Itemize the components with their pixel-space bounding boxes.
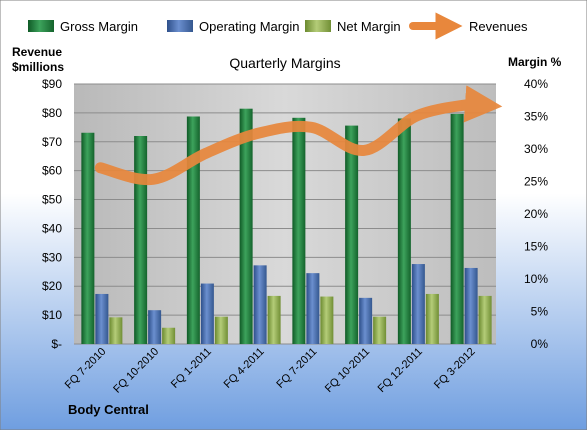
y-right-tick-label: 20% <box>524 207 548 221</box>
chart-title: Quarterly Margins <box>229 55 340 71</box>
y-right-tick-label: 5% <box>531 305 549 319</box>
y-right-tick-label: 30% <box>524 142 548 156</box>
y-left-tick-label: $10 <box>42 308 62 322</box>
y-axis-left-label-line2: $millions <box>12 60 64 74</box>
y-left-tick-label: $40 <box>42 221 62 235</box>
legend-swatch-gross-margin <box>28 20 54 32</box>
y-axis-right: 0% 5% 10% 15% 20% 25% 30% 35% 40% <box>524 77 548 351</box>
bar-net-margin <box>425 293 439 344</box>
bar-gross-margin <box>81 132 95 344</box>
y-left-tick-label: $80 <box>42 106 62 120</box>
legend-label: Revenues <box>469 19 528 34</box>
y-axis-left-label-line1: Revenue <box>12 45 62 59</box>
bar-operating-margin <box>253 265 267 344</box>
bar-operating-margin <box>95 293 109 344</box>
bar-operating-margin <box>306 273 320 344</box>
bar-operating-margin <box>359 297 373 344</box>
y-left-tick-label: $90 <box>42 77 62 91</box>
y-left-tick-label: $30 <box>42 250 62 264</box>
y-left-tick-label: $20 <box>42 279 62 293</box>
y-left-tick-label: $- <box>51 337 62 351</box>
bar-gross-margin <box>292 117 306 344</box>
y-axis-left: $- $10 $20 $30 $40 $50 $60 $70 $80 $90 <box>42 77 62 351</box>
bar-gross-margin <box>397 118 411 344</box>
footer-label: Body Central <box>68 402 149 417</box>
legend-label: Operating Margin <box>199 19 299 34</box>
y-right-tick-label: 40% <box>524 77 548 91</box>
legend-label: Net Margin <box>337 19 401 34</box>
y-left-tick-label: $60 <box>42 164 62 178</box>
y-right-tick-label: 10% <box>524 272 548 286</box>
legend-swatch-net-margin <box>305 20 331 32</box>
bar-gross-margin <box>134 136 148 344</box>
legend-swatch-operating-margin <box>167 20 193 32</box>
revenue-line-group <box>94 85 503 186</box>
bar-operating-margin <box>411 264 425 344</box>
bar-operating-margin <box>148 310 162 344</box>
bar-net-margin <box>373 316 387 344</box>
y-left-tick-label: $70 <box>42 135 62 149</box>
y-right-tick-label: 0% <box>531 337 549 351</box>
bar-net-margin <box>214 316 228 344</box>
bar-net-margin <box>478 295 492 344</box>
bar-net-margin <box>109 317 123 344</box>
bar-gross-margin <box>345 125 359 344</box>
y-right-tick-label: 25% <box>524 175 548 189</box>
bar-net-margin <box>267 295 281 344</box>
bars <box>81 108 492 345</box>
revenues-line <box>94 85 503 186</box>
y-right-tick-label: 35% <box>524 110 548 124</box>
bar-operating-margin <box>200 283 214 344</box>
legend-label: Gross Margin <box>60 19 138 34</box>
bar-operating-margin <box>464 267 478 344</box>
bar-gross-margin <box>450 113 464 345</box>
bar-gross-margin <box>186 116 200 344</box>
y-right-tick-label: 15% <box>524 240 548 254</box>
bar-net-margin <box>320 296 334 344</box>
legend: Gross Margin Operating Margin Net Margin Re… <box>28 12 528 40</box>
bar-net-margin <box>162 327 176 344</box>
y-left-tick-label: $50 <box>42 193 62 207</box>
bar-gross-margin <box>239 108 253 344</box>
y-axis-right-label: Margin % <box>508 55 562 69</box>
